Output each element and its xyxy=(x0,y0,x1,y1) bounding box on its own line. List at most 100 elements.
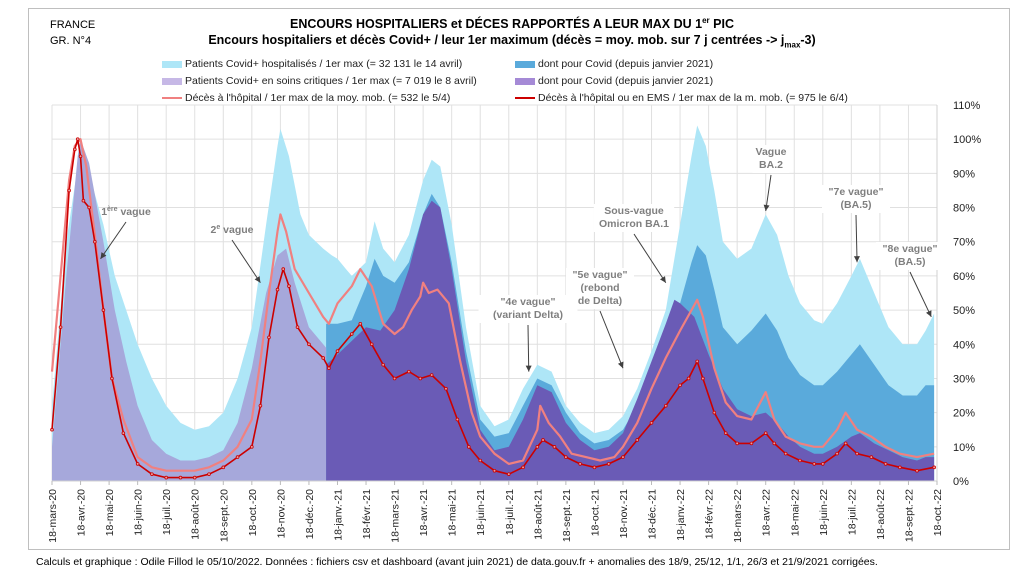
x-tick-label: 18-juin-20 xyxy=(133,489,145,536)
line-deces-ems-point xyxy=(535,445,540,449)
annotation-text: BA.2 xyxy=(759,159,783,171)
annotation-text: 2e vague xyxy=(210,224,253,236)
line-deces-ems-point xyxy=(821,462,825,466)
chart-title-sup: er xyxy=(702,16,710,25)
annotation-arrowhead xyxy=(853,256,860,263)
line-deces-ems-point xyxy=(307,342,311,347)
annotation: 1ère vague xyxy=(100,206,151,260)
legend-label: Patients Covid+ hospitalisés / 1er max (… xyxy=(185,58,463,70)
line-deces-ems-point xyxy=(455,417,460,422)
legend-label: dont pour Covid (depuis janvier 2021) xyxy=(538,75,714,87)
annotation: "7e vague"(BA.5) xyxy=(822,185,890,263)
line-deces-ems-point xyxy=(429,373,434,377)
line-deces-ems-point xyxy=(649,421,654,425)
x-tick-label: 18-oct.-22 xyxy=(932,489,944,536)
chart-title: ENCOURS HOSPITALIERS et DÉCES RAPPORTÉS … xyxy=(0,16,1024,31)
x-tick-label: 18-août-21 xyxy=(532,489,544,540)
x-tick-label: 18-juin-21 xyxy=(475,489,487,536)
annotation-text: 1ère vague xyxy=(101,206,151,218)
x-tick-label: 18-nov.-21 xyxy=(618,489,630,539)
annotation-text: "7e vague" xyxy=(829,186,884,198)
annotation-text: "5e vague" xyxy=(573,269,628,281)
x-tick-label: 18-déc.-21 xyxy=(647,489,659,539)
x-tick-label: 18-janv.-22 xyxy=(675,489,687,541)
line-deces-ems-point xyxy=(686,376,691,381)
line-deces-ems-point xyxy=(267,335,271,340)
line-deces-ems-point xyxy=(749,441,754,446)
annotation-text: (BA.5) xyxy=(841,199,872,211)
line-deces-ems-point xyxy=(492,468,497,473)
line-deces-ems-point xyxy=(798,458,802,463)
x-tick-label: 18-sept.-22 xyxy=(903,489,915,542)
chart-subtitle-sub: max xyxy=(784,40,801,50)
line-deces-ems-point xyxy=(121,431,126,435)
line-deces-ems-point xyxy=(695,359,699,364)
line-deces-ems-point xyxy=(578,462,582,466)
line-deces-ems-point xyxy=(763,431,768,435)
area-series xyxy=(52,125,935,481)
line-deces-ems-point xyxy=(467,445,471,449)
line-deces-ems-point xyxy=(358,321,363,326)
y-tick-label: 80% xyxy=(953,203,975,215)
line-deces-ems-point xyxy=(275,287,280,292)
annotation-text: de Delta) xyxy=(578,295,622,307)
legend-label: Décès à l'hôpital / 1er max de la moy. m… xyxy=(185,92,451,104)
y-tick-label: 50% xyxy=(953,305,975,317)
line-deces-ems-point xyxy=(701,376,705,381)
x-tick-label: 18-avr.-20 xyxy=(76,489,88,536)
x-tick-label: 18-avr.-21 xyxy=(418,489,430,536)
annotation-arrow xyxy=(909,271,932,318)
line-deces-ems-point xyxy=(783,451,788,456)
line-deces-ems-point xyxy=(592,465,597,470)
chart-subtitle-text: Encours hospitaliers et décès Covid+ / l… xyxy=(208,33,785,47)
legend-swatch-soins-critiques xyxy=(162,77,182,85)
legend-item-hospitalises: Patients Covid+ hospitalisés / 1er max (… xyxy=(162,58,462,70)
annotation-bg xyxy=(822,185,890,213)
line-deces-ems-point xyxy=(418,376,423,381)
annotation-text: Sous-vague xyxy=(604,205,664,217)
line-deces-ems-point xyxy=(135,462,140,466)
line-deces-ems-point xyxy=(663,403,668,408)
annotation-arrow xyxy=(765,174,772,212)
line-deces-ems-point xyxy=(932,465,936,470)
y-tick-label: 110% xyxy=(953,100,981,112)
line-deces-ems-point xyxy=(110,376,114,381)
annotation-text: (variant Delta) xyxy=(493,309,563,321)
x-axis: 18-mars-20 18-avr.-20 18-mai-20 18-juin-20 1… xyxy=(47,480,944,543)
annotation: "8e vague"(BA.5) xyxy=(876,242,944,318)
line-deces-ems-point xyxy=(381,362,385,367)
line-deces-ems-point xyxy=(87,205,91,210)
line-deces-ems-point xyxy=(93,239,97,244)
line-deces-hopital xyxy=(50,138,935,472)
legend-label: dont pour Covid (depuis janvier 2021) xyxy=(538,58,714,70)
line-deces-ems-point xyxy=(869,455,874,459)
annotation-text: Omicron BA.1 xyxy=(599,218,669,230)
line-deces-ems-point xyxy=(327,366,331,371)
y-tick-label: 60% xyxy=(953,271,975,283)
line-deces-ems-point xyxy=(235,455,240,459)
line-deces-ems-point xyxy=(250,445,254,449)
line-deces-ems-point xyxy=(349,332,354,336)
line-deces-ems-point xyxy=(843,441,848,446)
line-deces-ems-point xyxy=(898,465,902,470)
x-tick-label: 18-juin-22 xyxy=(818,489,830,536)
annotation-text: (BA.5) xyxy=(895,256,926,268)
annotation: 2e vague xyxy=(210,224,261,284)
x-tick-label: 18-mai-21 xyxy=(447,489,459,536)
x-tick-label: 18-mars-22 xyxy=(732,489,744,543)
annotation-text: (rebond xyxy=(580,282,619,294)
legend-item-soins-critiques: Patients Covid+ en soins critiques / 1er… xyxy=(162,75,477,87)
annotation-bg xyxy=(478,295,578,323)
x-tick-label: 18-févr.-21 xyxy=(361,489,373,539)
line-deces-ems-point xyxy=(621,455,625,459)
annotation-bg xyxy=(593,204,675,232)
line-deces-ems-point xyxy=(392,376,397,381)
annotation-arrow xyxy=(100,221,127,260)
x-tick-label: 18-mai-22 xyxy=(789,489,801,536)
x-tick-label: 18-mars-20 xyxy=(47,489,59,543)
x-tick-label: 18-sept.-20 xyxy=(218,489,230,542)
annotation-sup: e xyxy=(216,224,220,231)
